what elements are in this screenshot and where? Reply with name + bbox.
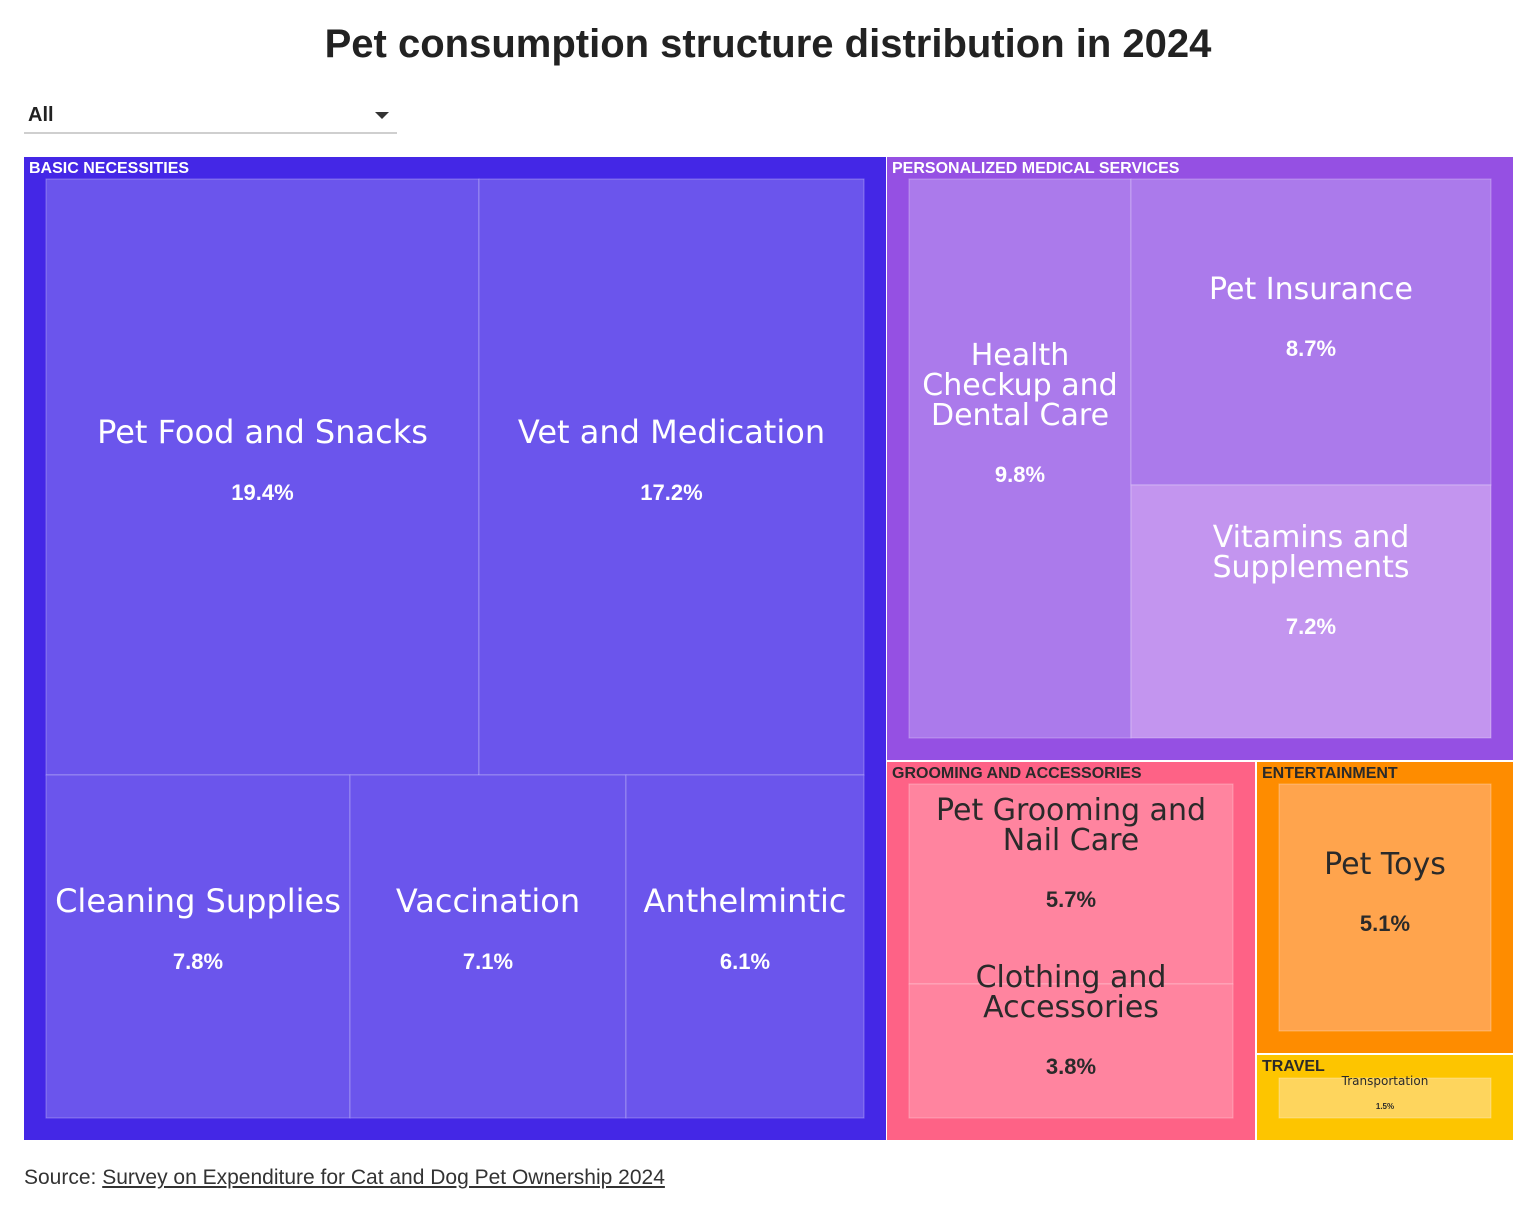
- treemap-leaf-rect[interactable]: [908, 783, 1234, 985]
- treemap-leaf-rect[interactable]: [45, 774, 351, 1119]
- chart-title: Pet consumption structure distribution i…: [324, 22, 1212, 66]
- treemap-leaf-rect[interactable]: [1130, 484, 1492, 739]
- source-link[interactable]: Survey on Expenditure for Cat and Dog Pe…: [102, 1166, 665, 1189]
- category-filter-dropdown[interactable]: All: [24, 96, 397, 134]
- source-note: Source: Survey on Expenditure for Cat an…: [24, 1166, 665, 1190]
- treemap-leaf-rect[interactable]: [349, 774, 627, 1119]
- treemap-leaf-rect[interactable]: [1130, 178, 1492, 486]
- treemap-leaf-rect[interactable]: [625, 774, 865, 1119]
- chevron-down-icon: [375, 112, 389, 119]
- treemap-leaf-rect[interactable]: [908, 178, 1132, 739]
- source-prefix: Source:: [24, 1166, 103, 1189]
- filter-selected-value: All: [28, 104, 54, 126]
- treemap-leaf-rect[interactable]: [1278, 1077, 1492, 1119]
- treemap-leaf-rect[interactable]: [908, 983, 1234, 1119]
- treemap-leaf-rect[interactable]: [1278, 783, 1492, 1032]
- treemap-leaf-rect[interactable]: [45, 178, 480, 776]
- treemap-leaf-rect[interactable]: [478, 178, 865, 776]
